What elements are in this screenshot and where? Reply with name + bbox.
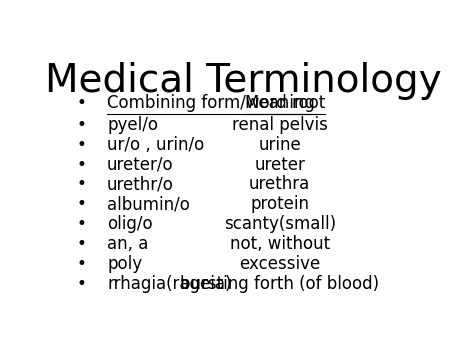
Text: urine: urine	[258, 136, 301, 154]
Text: ureter/o: ureter/o	[107, 155, 173, 174]
Text: •: •	[76, 94, 86, 112]
Text: urethr/o: urethr/o	[107, 175, 174, 193]
Text: Combining form/word root: Combining form/word root	[107, 94, 325, 112]
Text: •: •	[76, 116, 86, 133]
Text: Medical Terminology: Medical Terminology	[45, 62, 441, 100]
Text: •: •	[76, 215, 86, 233]
Text: an, a: an, a	[107, 235, 148, 253]
Text: bursting forth (of blood): bursting forth (of blood)	[180, 275, 379, 293]
Text: pyel/o: pyel/o	[107, 116, 158, 133]
Text: •: •	[76, 275, 86, 293]
Text: ureter: ureter	[254, 155, 305, 174]
Text: Meaning: Meaning	[244, 94, 315, 112]
Text: •: •	[76, 235, 86, 253]
Text: albumin/o: albumin/o	[107, 195, 190, 213]
Text: •: •	[76, 255, 86, 273]
Text: renal pelvis: renal pelvis	[232, 116, 328, 133]
Text: •: •	[76, 136, 86, 154]
Text: poly: poly	[107, 255, 142, 273]
Text: scanty(small): scanty(small)	[224, 215, 336, 233]
Text: rrhagia(rageia): rrhagia(rageia)	[107, 275, 231, 293]
Text: urethra: urethra	[249, 175, 310, 193]
Text: •: •	[76, 195, 86, 213]
Text: protein: protein	[250, 195, 309, 213]
Text: olig/o: olig/o	[107, 215, 153, 233]
Text: ur/o , urin/o: ur/o , urin/o	[107, 136, 204, 154]
Text: •: •	[76, 175, 86, 193]
Text: not, without: not, without	[229, 235, 330, 253]
Text: •: •	[76, 155, 86, 174]
Text: excessive: excessive	[239, 255, 320, 273]
